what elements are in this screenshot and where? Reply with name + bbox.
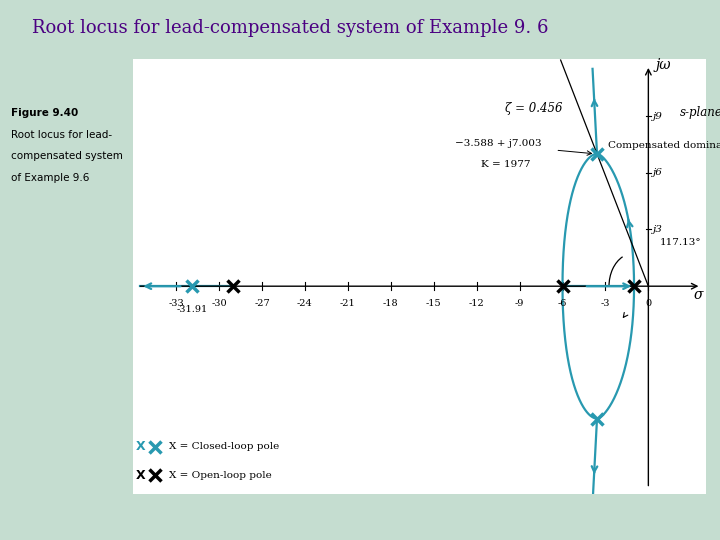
- Text: -6: -6: [558, 299, 567, 308]
- Text: X: X: [135, 440, 145, 454]
- Text: -12: -12: [469, 299, 485, 308]
- Text: Root locus for lead-compensated system of Example 9. 6: Root locus for lead-compensated system o…: [32, 19, 549, 37]
- Text: j3: j3: [653, 225, 663, 234]
- Text: -24: -24: [297, 299, 312, 308]
- Text: ζ = 0.456: ζ = 0.456: [505, 102, 562, 116]
- Text: K = 1977: K = 1977: [480, 160, 530, 169]
- Text: Root locus for lead-: Root locus for lead-: [11, 130, 112, 140]
- Text: -30: -30: [211, 299, 227, 308]
- Text: -3: -3: [600, 299, 610, 308]
- Text: X = Open-loop pole: X = Open-loop pole: [169, 471, 271, 480]
- Text: −3.588 + j7.003: −3.588 + j7.003: [455, 139, 541, 148]
- Text: -27: -27: [254, 299, 270, 308]
- Text: 0: 0: [645, 299, 652, 308]
- Text: -31.91: -31.91: [176, 305, 207, 314]
- Text: X = Closed-loop pole: X = Closed-loop pole: [169, 442, 279, 451]
- Text: -9: -9: [515, 299, 524, 308]
- Text: compensated system: compensated system: [11, 151, 122, 161]
- Text: -15: -15: [426, 299, 441, 308]
- Text: j6: j6: [653, 168, 663, 177]
- Text: s-plane: s-plane: [680, 106, 720, 119]
- Text: 117.13°: 117.13°: [660, 238, 701, 247]
- Text: Figure 9.40: Figure 9.40: [11, 108, 78, 118]
- Text: jω: jω: [655, 58, 671, 72]
- Text: Compensated dominant pole: Compensated dominant pole: [608, 141, 720, 150]
- Text: of Example 9.6: of Example 9.6: [11, 173, 89, 183]
- Text: σ: σ: [693, 288, 703, 302]
- Text: -21: -21: [340, 299, 356, 308]
- Text: j9: j9: [653, 112, 663, 120]
- Text: X: X: [135, 469, 145, 482]
- Text: -33: -33: [168, 299, 184, 308]
- Text: -18: -18: [383, 299, 399, 308]
